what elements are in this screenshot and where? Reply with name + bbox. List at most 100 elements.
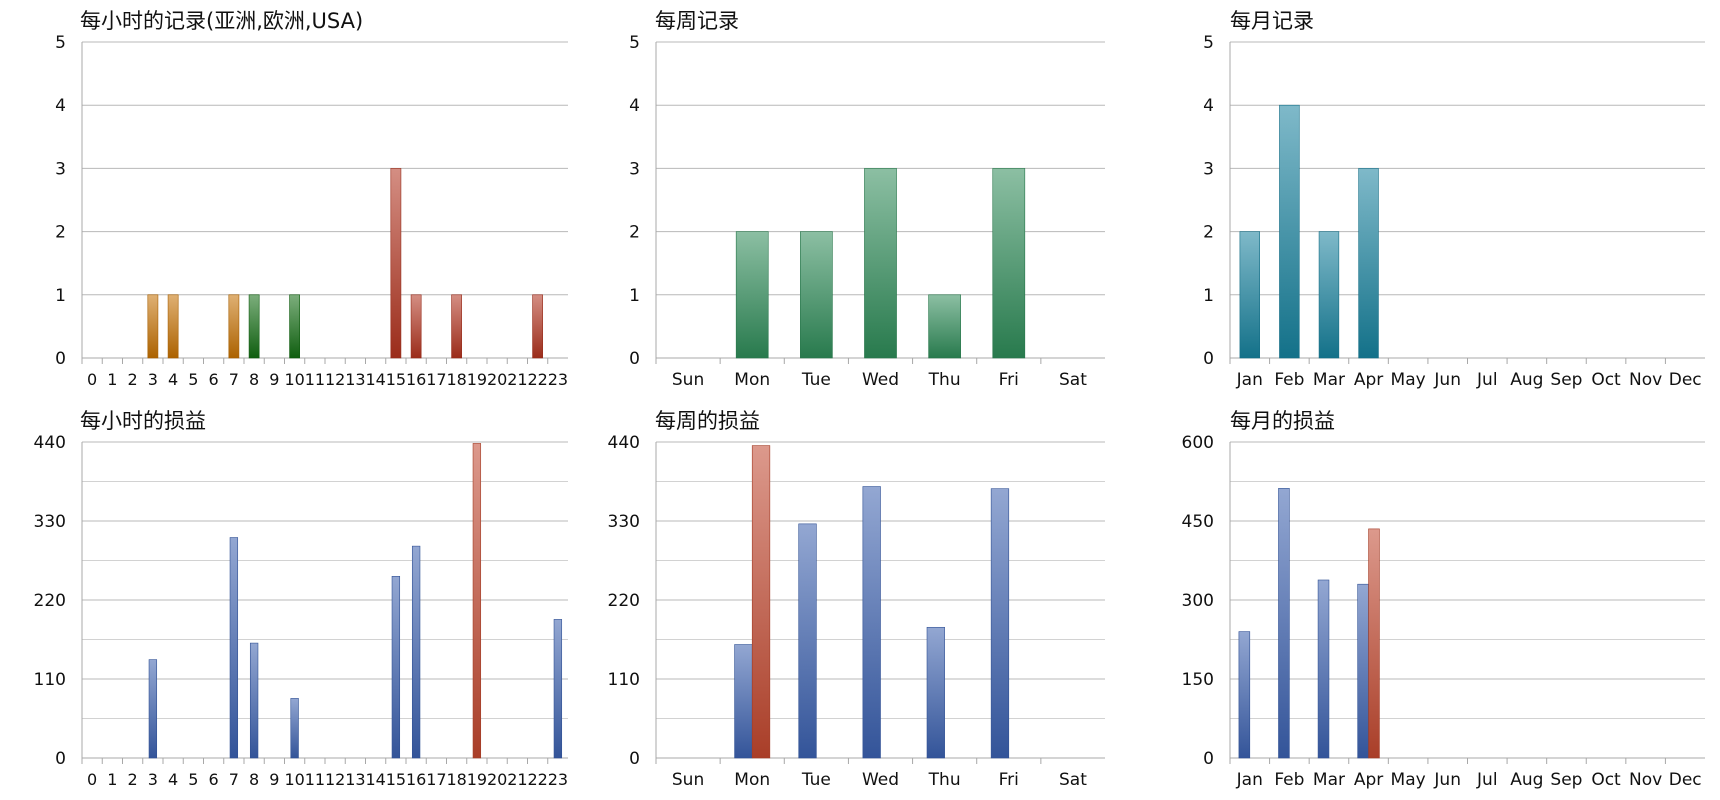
x-tick-label: 20 [487, 370, 507, 389]
y-tick-label: 5 [1203, 33, 1214, 53]
bar [390, 168, 402, 359]
bar [553, 619, 563, 759]
bar [928, 294, 961, 359]
bar [798, 523, 817, 759]
x-tick-label: 0 [87, 370, 97, 389]
x-tick-label: 18 [446, 370, 466, 389]
bar [800, 231, 833, 359]
chart-title: 每周的损益 [655, 409, 760, 433]
y-tick-label: 440 [608, 433, 640, 453]
x-tick-label: Sep [1550, 370, 1582, 390]
chart-title: 每周记录 [655, 9, 739, 33]
x-tick-label: 22 [527, 770, 547, 789]
x-tick-label: Mon [734, 770, 770, 790]
y-tick-label: 0 [55, 749, 66, 769]
x-tick-label: Thu [928, 370, 961, 390]
chart-title: 每月的损益 [1230, 409, 1335, 433]
x-tick-label: Mon [734, 370, 770, 390]
x-tick-label: 0 [87, 770, 97, 789]
x-tick-label: Tue [801, 770, 831, 790]
x-tick-label: 11 [305, 370, 325, 389]
x-tick-label: 5 [188, 770, 198, 789]
bar [249, 642, 259, 759]
x-tick-label: 12 [325, 770, 345, 789]
bar [290, 698, 299, 759]
x-tick-label: Dec [1669, 770, 1702, 790]
chart-title: 每小时的记录(亚洲,欧洲,USA) [80, 9, 363, 33]
x-tick-label: Feb [1274, 370, 1304, 390]
bar [751, 445, 771, 759]
y-tick-label: 150 [1182, 670, 1214, 690]
chart-panel-3: 每月记录 0 1 2 3 4 5 Jan Feb Mar Apr May Jun Jul Aug Sep Oct… [1203, 9, 1705, 390]
y-tick-label: 4 [1203, 96, 1214, 116]
x-tick-label: 6 [209, 770, 219, 789]
chart-title: 每小时的损益 [80, 409, 206, 433]
y-tick-label: 0 [629, 749, 640, 769]
y-tick-label: 300 [1182, 591, 1214, 611]
y-tick-label: 220 [34, 591, 66, 611]
x-tick-label: 18 [446, 770, 466, 789]
y-tick-label: 0 [55, 349, 66, 369]
x-tick-label: Oct [1591, 770, 1621, 790]
y-tick-label: 1 [55, 286, 66, 306]
x-tick-label: 7 [229, 370, 239, 389]
x-tick-label: 9 [269, 370, 279, 389]
x-tick-label: 7 [229, 770, 239, 789]
bar [147, 294, 159, 359]
x-tick-label: 17 [426, 770, 446, 789]
x-tick-label: 22 [527, 370, 547, 389]
x-tick-label: 8 [249, 770, 259, 789]
bar [391, 576, 401, 759]
bar [167, 294, 179, 359]
x-tick-label: May [1391, 370, 1426, 390]
x-tick-label: Tue [801, 370, 831, 390]
y-tick-label: 3 [629, 159, 640, 179]
x-tick-label: Sep [1550, 770, 1582, 790]
chart-title: 每月记录 [1230, 9, 1314, 33]
y-tick-label: 4 [629, 96, 640, 116]
x-tick-label: 4 [168, 370, 178, 389]
bar [410, 294, 422, 359]
x-tick-label: 21 [507, 370, 527, 389]
x-tick-label: Jan [1236, 370, 1263, 390]
y-tick-label: 1 [1203, 286, 1214, 306]
y-tick-label: 110 [608, 670, 640, 690]
y-tick-label: 5 [55, 33, 66, 53]
x-tick-label: Jul [1476, 770, 1498, 790]
x-tick-label: 21 [507, 770, 527, 789]
x-tick-label: 23 [548, 770, 568, 789]
y-tick-label: 330 [34, 512, 66, 532]
x-tick-label: 19 [467, 370, 487, 389]
bar [864, 168, 897, 359]
bar [229, 537, 239, 759]
bar [992, 168, 1026, 359]
x-tick-label: 3 [148, 770, 158, 789]
x-tick-label: Mar [1313, 370, 1345, 390]
x-tick-label: Feb [1274, 770, 1304, 790]
x-tick-label: 15 [386, 370, 406, 389]
bar [1279, 104, 1300, 359]
x-tick-label: Aug [1510, 370, 1543, 390]
bar [1239, 231, 1260, 359]
x-tick-label: 14 [365, 370, 385, 389]
y-tick-label: 3 [55, 159, 66, 179]
x-tick-label: 17 [426, 370, 446, 389]
bar [411, 545, 421, 759]
x-tick-label: Nov [1629, 370, 1662, 390]
bar [735, 231, 769, 359]
x-tick-label: Oct [1591, 370, 1621, 390]
bar [451, 294, 462, 359]
bar [1317, 579, 1330, 759]
x-tick-label: Wed [862, 370, 899, 390]
x-tick-label: 13 [345, 770, 365, 789]
x-tick-label: 4 [168, 770, 178, 789]
x-tick-label: 11 [305, 770, 325, 789]
y-tick-label: 220 [608, 591, 640, 611]
x-tick-label: 20 [487, 770, 507, 789]
bar [148, 659, 158, 759]
x-tick-label: Jul [1476, 370, 1498, 390]
bar [1238, 631, 1251, 759]
bar [1358, 168, 1379, 359]
x-tick-label: 16 [406, 370, 426, 389]
